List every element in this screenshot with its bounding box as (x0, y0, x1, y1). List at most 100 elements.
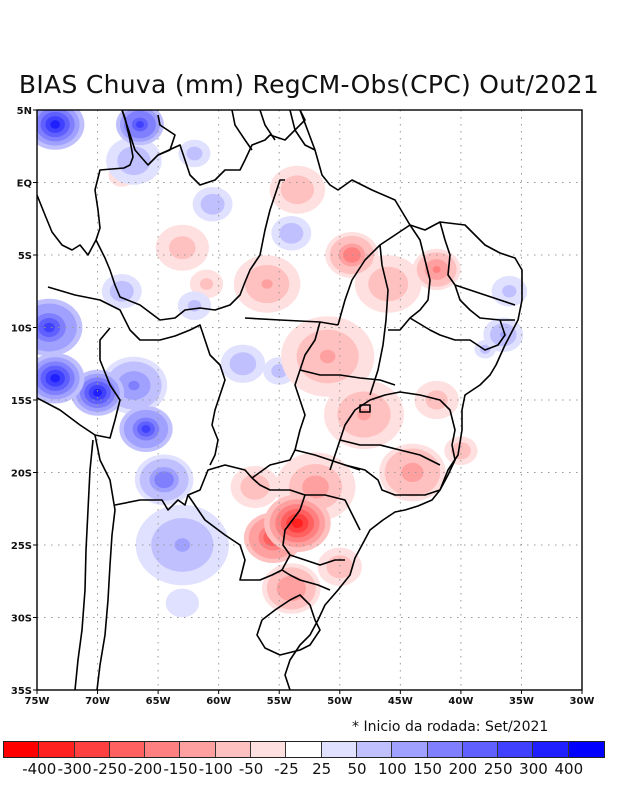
bias-contour (291, 184, 303, 195)
lat-tick-label: 15S (11, 396, 32, 407)
lon-tick-label: 30W (570, 696, 595, 707)
bias-contour (93, 388, 102, 397)
colorbar-swatch (180, 742, 216, 757)
colorbar-label: -300 (57, 760, 92, 778)
bias-contour (128, 380, 140, 391)
colorbar-swatch (498, 742, 534, 757)
colorbar-label: 250 (483, 760, 513, 778)
colorbar-swatch (286, 742, 322, 757)
chile-argentina-border (94, 434, 116, 690)
colorbar-label: 25 (312, 760, 332, 778)
bias-contour (50, 374, 61, 383)
colorbar-swatch (427, 742, 463, 757)
brazil-state-borders-southeast (289, 391, 456, 566)
lon-tick-label: 60W (206, 696, 231, 707)
colorbar-swatch (568, 742, 605, 757)
lon-tick-label: 45W (388, 696, 413, 707)
south-america-coastline (37, 110, 134, 256)
brazil-state-borders-central (251, 321, 396, 479)
colorbar-label: -100 (198, 760, 233, 778)
bias-contour (174, 538, 191, 552)
lat-tick-label: 35S (11, 686, 32, 697)
colorbar-swatch (321, 742, 357, 757)
border-peru-bolivia (47, 286, 191, 341)
lat-tick-label: 30S (11, 614, 32, 625)
bias-contour (135, 121, 144, 128)
brazil-state-borders-northeast (409, 221, 516, 351)
bias-contour (505, 288, 513, 295)
bias-contour (190, 150, 199, 157)
lat-tick-label: 5S (18, 251, 32, 262)
bias-contour (43, 322, 55, 333)
bias-contour (291, 518, 303, 529)
lat-tick-label: 10S (11, 324, 32, 335)
bias-contour (287, 229, 296, 237)
bias-contour (275, 367, 284, 375)
colorbar-label: 150 (413, 760, 442, 778)
colorbar-swatch (215, 742, 252, 757)
colorbar-swatch (4, 742, 40, 757)
bias-contour (250, 482, 260, 492)
bolivia-south-border (114, 464, 253, 511)
colorbar-swatch (39, 742, 75, 757)
colorbar-label: 100 (377, 760, 407, 778)
colorbar-label: -50 (238, 760, 264, 778)
brazil-north-coast (284, 110, 523, 690)
argentina-brazil-border (281, 569, 331, 591)
run-start-note: * Inicio da rodada: Set/2021 (352, 719, 549, 735)
lat-tick-label: 20S (11, 469, 32, 480)
bias-contour (191, 302, 198, 309)
lon-tick-label: 70W (85, 696, 110, 707)
colorbar-swatch (109, 742, 146, 757)
colorbar-label: 400 (554, 760, 584, 778)
colorbar-label: -250 (92, 760, 127, 778)
bias-contour (203, 281, 210, 287)
lon-tick-label: 55W (267, 696, 292, 707)
lon-tick-label: 75W (25, 696, 50, 707)
colorbar-swatch (251, 742, 287, 757)
map-title: BIAS Chuva (mm) RegCM-Obs(CPC) Out/2021 (18, 70, 600, 99)
country-state-borders (37, 110, 523, 690)
colorbar-label: 50 (347, 760, 367, 778)
colorbar-label: -150 (163, 760, 198, 778)
bias-contour (50, 120, 61, 129)
border-guyanas (231, 110, 316, 151)
chile-coast (74, 439, 94, 690)
uruguay-border (256, 594, 321, 656)
colorbar-swatch (145, 742, 181, 757)
border-peru-chile (37, 327, 121, 439)
lon-tick-label: 50W (327, 696, 352, 707)
colorbar-swatch (392, 742, 428, 757)
bias-contour (335, 562, 345, 571)
bias-contour (238, 359, 248, 368)
lon-tick-label: 65W (146, 696, 171, 707)
paraguay-border (187, 477, 306, 581)
colorbar-swatch (533, 742, 569, 757)
brazil-state-borders-north (244, 224, 431, 396)
bias-contour (286, 584, 297, 593)
axis-ticks: 75W 70W 65W 60W 55W 50W 45W 40W 35W 30W 5N EQ 5S 10S 1… (11, 106, 595, 707)
lat-tick-label: 5N (17, 106, 32, 117)
lon-tick-label: 40W (448, 696, 473, 707)
colorbar-swatch (356, 742, 393, 757)
bias-contour (141, 425, 151, 433)
colorbar-label: -25 (274, 760, 299, 778)
colorbar-label: -400 (22, 760, 57, 778)
border-venezuela-brazil (157, 110, 306, 186)
colorbar (3, 741, 606, 758)
bias-contour (175, 241, 189, 254)
colorbar-label: 300 (519, 760, 548, 778)
colorbar-swatch (74, 742, 110, 757)
bias-contour (432, 266, 441, 273)
colorbar-label: 200 (448, 760, 478, 778)
bias-contour (347, 251, 357, 259)
bias-contour (208, 200, 217, 208)
bias-contour (381, 278, 395, 290)
brazil-west-border (95, 179, 285, 321)
bias-contour (176, 598, 188, 608)
bias-contour (159, 475, 170, 484)
bias-contour (261, 279, 273, 289)
bias-contour (319, 349, 336, 364)
bias-contour (406, 467, 418, 478)
